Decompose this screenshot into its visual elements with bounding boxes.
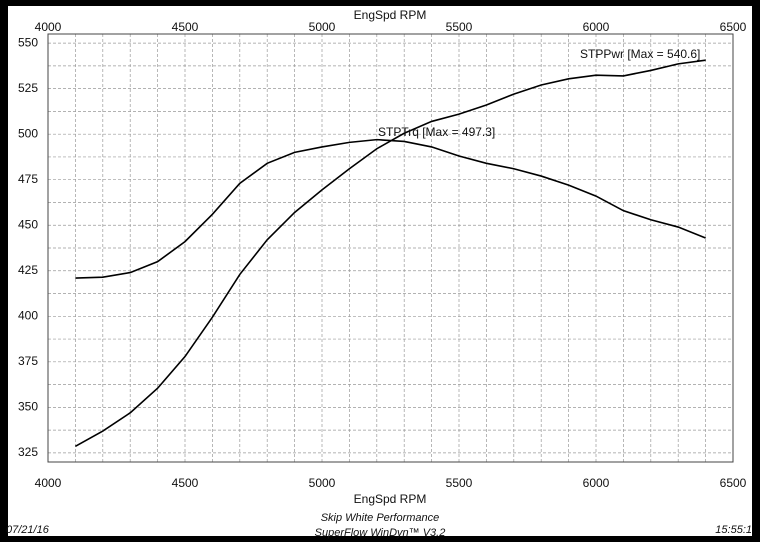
x-tick-label-top: 4500 xyxy=(172,20,199,34)
x-tick-label: 6500 xyxy=(720,476,747,490)
x-tick-label: 4500 xyxy=(172,476,199,490)
plot-frame xyxy=(47,33,734,463)
x-tick-label-top: 6500 xyxy=(720,20,747,34)
x-axis-title-top: EngSpd RPM xyxy=(354,8,427,22)
x-tick-label: 6000 xyxy=(583,476,610,490)
x-tick-label: 5500 xyxy=(446,476,473,490)
x-tick-label-top: 5500 xyxy=(446,20,473,34)
x-tick-label-top: 4000 xyxy=(35,20,62,34)
x-axis-title-bottom: EngSpd RPM xyxy=(354,492,427,506)
x-tick-label: 5000 xyxy=(309,476,336,490)
x-tick-label-top: 5000 xyxy=(309,20,336,34)
y-tick-label: 425 xyxy=(18,263,38,277)
y-tick-label: 450 xyxy=(18,217,38,231)
y-tick-label: 550 xyxy=(18,35,38,49)
footer-date: 07/21/16 xyxy=(6,524,50,536)
annotation: STPTrq [Max = 497.3] xyxy=(378,125,495,139)
footer-time: 15:55:1 xyxy=(715,524,752,536)
y-tick-label: 525 xyxy=(18,81,38,95)
x-tick-label-top: 6000 xyxy=(583,20,610,34)
y-tick-label: 475 xyxy=(18,172,38,186)
footer-company: Skip White Performance xyxy=(321,512,440,524)
y-tick-label: 350 xyxy=(18,400,38,414)
y-tick-label: 500 xyxy=(18,126,38,140)
series-line xyxy=(75,59,706,448)
footer-software: SuperFlow WinDyn™ V3.2 xyxy=(315,527,446,539)
x-tick-label: 4000 xyxy=(35,476,62,490)
y-tick-label: 325 xyxy=(18,445,38,459)
annotation: STPPwr [Max = 540.6] xyxy=(580,47,700,61)
y-tick-label: 375 xyxy=(18,354,38,368)
y-tick-label: 400 xyxy=(18,308,38,322)
